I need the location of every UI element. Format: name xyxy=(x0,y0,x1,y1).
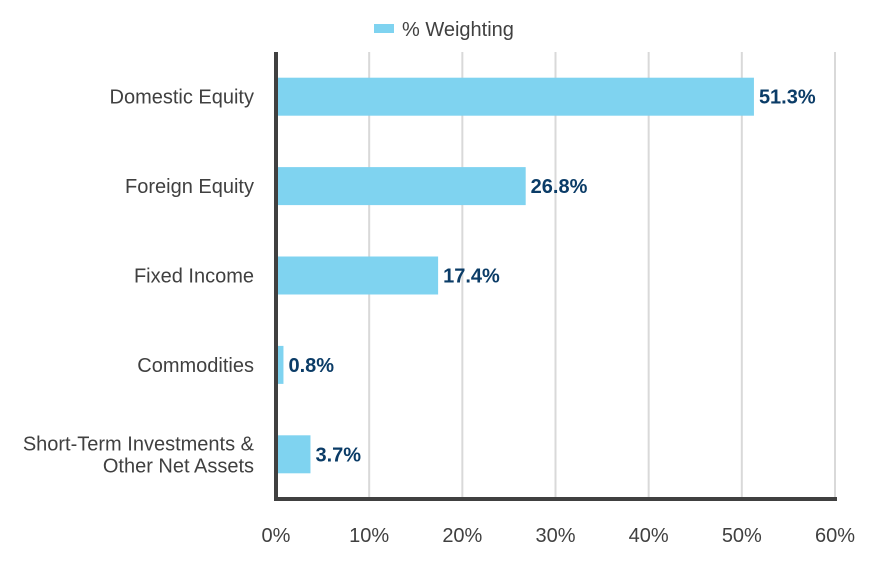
x-tick-label: 30% xyxy=(535,525,575,547)
x-tick-label: 20% xyxy=(442,525,482,547)
data-label: 3.7% xyxy=(315,444,361,466)
grid-lines xyxy=(368,52,836,499)
x-tick-label: 10% xyxy=(349,525,389,547)
data-label: 51.3% xyxy=(759,87,816,109)
bar xyxy=(276,345,284,384)
legend: % Weighting xyxy=(374,19,514,41)
data-label: 17.4% xyxy=(443,266,500,288)
bars xyxy=(276,77,754,474)
bar xyxy=(276,167,526,206)
category-label: Foreign Equity xyxy=(125,176,254,198)
data-label: 0.8% xyxy=(288,355,334,377)
data-label: 26.8% xyxy=(531,176,588,198)
bar xyxy=(276,77,754,116)
bar xyxy=(276,256,439,295)
category-label: Fixed Income xyxy=(134,266,254,288)
category-label: Commodities xyxy=(137,355,254,377)
legend-swatch xyxy=(374,24,394,33)
category-label: Short-Term Investments & xyxy=(23,433,255,455)
x-tick-label: 40% xyxy=(629,525,669,547)
bar xyxy=(276,435,311,474)
x-tick-label: 50% xyxy=(722,525,762,547)
labels: 0% 10% 20% 30% 40% 50% 60% 51.3% Domestic Equity… xyxy=(23,87,855,547)
x-tick-label: 0% xyxy=(262,525,291,547)
category-label: Domestic Equity xyxy=(110,87,255,109)
x-tick-label: 60% xyxy=(815,525,855,547)
legend-label: % Weighting xyxy=(402,19,514,41)
axes xyxy=(274,52,837,501)
category-label: Other Net Assets xyxy=(103,455,254,477)
